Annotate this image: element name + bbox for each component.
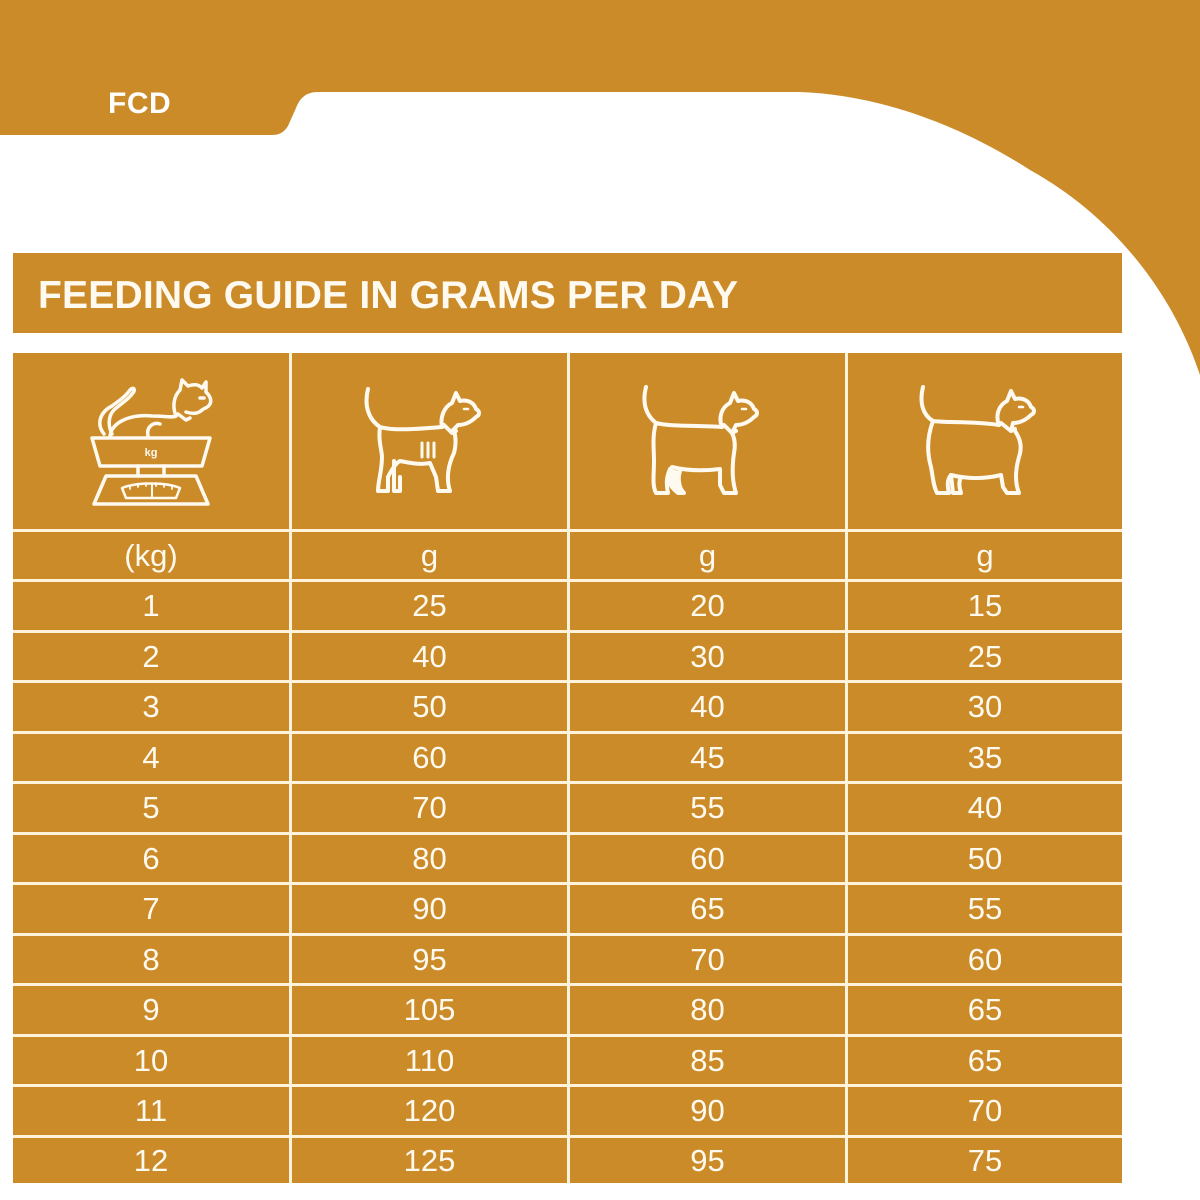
overweight-amount-cell: 35 <box>848 733 1122 781</box>
table-row: 5 70 55 40 <box>13 784 1122 832</box>
weight-cell: 9 <box>13 986 289 1034</box>
thin-cat-icon <box>364 387 481 493</box>
thin-amount-cell: 105 <box>292 986 567 1034</box>
overweight-amount-cell: 25 <box>848 632 1122 680</box>
overweight-amount-cell: 40 <box>848 784 1122 832</box>
ideal-amount-cell: 20 <box>570 582 845 630</box>
table-row: 6 80 60 50 <box>13 834 1122 882</box>
overweight-amount-cell: 55 <box>848 885 1122 933</box>
ideal-cat-icon <box>641 385 759 495</box>
thin-amount-cell: 25 <box>292 582 567 630</box>
table-row: 11 120 90 70 <box>13 1087 1122 1135</box>
header-cell-overweight-cat <box>848 353 1122 529</box>
thin-amount-cell: 110 <box>292 1036 567 1084</box>
cat-on-scale-icon: kg <box>90 378 213 506</box>
unit-cell: g <box>570 532 845 579</box>
feeding-guide-title: FEEDING GUIDE IN GRAMS PER DAY <box>38 274 739 317</box>
unit-row: (kg) g g g <box>13 532 1122 579</box>
table-row: 1 25 20 15 <box>13 582 1122 630</box>
overweight-amount-cell: 65 <box>848 986 1122 1034</box>
table-row: 10 110 85 65 <box>13 1036 1122 1084</box>
unit-cell: g <box>292 532 567 579</box>
weight-cell: 12 <box>13 1137 289 1183</box>
thin-amount-cell: 50 <box>292 683 567 731</box>
table-row: 12 125 95 75 <box>13 1137 1122 1183</box>
thin-amount-cell: 70 <box>292 784 567 832</box>
thin-amount-cell: 125 <box>292 1137 567 1183</box>
thin-amount-cell: 120 <box>292 1087 567 1135</box>
unit-cell: g <box>848 532 1122 579</box>
ideal-amount-cell: 40 <box>570 683 845 731</box>
ideal-amount-cell: 90 <box>570 1087 845 1135</box>
thin-amount-cell: 90 <box>292 885 567 933</box>
ideal-amount-cell: 95 <box>570 1137 845 1183</box>
overweight-cat-icon <box>919 385 1036 495</box>
table-row: 8 95 70 60 <box>13 935 1122 983</box>
ideal-amount-cell: 55 <box>570 784 845 832</box>
ideal-amount-cell: 60 <box>570 834 845 882</box>
feeding-guide-title-bar: FEEDING GUIDE IN GRAMS PER DAY <box>13 253 1122 333</box>
weight-cell: 2 <box>13 632 289 680</box>
brand-label: FCD <box>108 87 172 120</box>
weight-cell: 6 <box>13 834 289 882</box>
ideal-amount-cell: 45 <box>570 733 845 781</box>
overweight-amount-cell: 30 <box>848 683 1122 731</box>
table-row: 4 60 45 35 <box>13 733 1122 781</box>
header-cell-thin-cat <box>292 353 567 529</box>
overweight-amount-cell: 15 <box>848 582 1122 630</box>
overweight-amount-cell: 60 <box>848 935 1122 983</box>
overweight-amount-cell: 50 <box>848 834 1122 882</box>
overweight-amount-cell: 65 <box>848 1036 1122 1084</box>
thin-amount-cell: 40 <box>292 632 567 680</box>
header-cell-weight: kg <box>13 353 289 529</box>
header-cell-ideal-cat <box>570 353 845 529</box>
table-row: 7 90 65 55 <box>13 885 1122 933</box>
weight-cell: 8 <box>13 935 289 983</box>
svg-text:kg: kg <box>145 447 158 459</box>
ideal-amount-cell: 70 <box>570 935 845 983</box>
thin-amount-cell: 80 <box>292 834 567 882</box>
feeding-guide-table: kg <box>13 353 1122 1183</box>
weight-cell: 5 <box>13 784 289 832</box>
table-row: 3 50 40 30 <box>13 683 1122 731</box>
weight-cell: 7 <box>13 885 289 933</box>
weight-cell: 4 <box>13 733 289 781</box>
unit-cell: (kg) <box>13 532 289 579</box>
table-row: 9 105 80 65 <box>13 986 1122 1034</box>
ideal-amount-cell: 85 <box>570 1036 845 1084</box>
overweight-amount-cell: 75 <box>848 1137 1122 1183</box>
thin-amount-cell: 95 <box>292 935 567 983</box>
weight-cell: 10 <box>13 1036 289 1084</box>
weight-cell: 11 <box>13 1087 289 1135</box>
table-row: 2 40 30 25 <box>13 632 1122 680</box>
overweight-amount-cell: 70 <box>848 1087 1122 1135</box>
ideal-amount-cell: 30 <box>570 632 845 680</box>
weight-cell: 1 <box>13 582 289 630</box>
ideal-amount-cell: 65 <box>570 885 845 933</box>
ideal-amount-cell: 80 <box>570 986 845 1034</box>
icon-header-row: kg <box>13 353 1122 529</box>
thin-amount-cell: 60 <box>292 733 567 781</box>
weight-cell: 3 <box>13 683 289 731</box>
